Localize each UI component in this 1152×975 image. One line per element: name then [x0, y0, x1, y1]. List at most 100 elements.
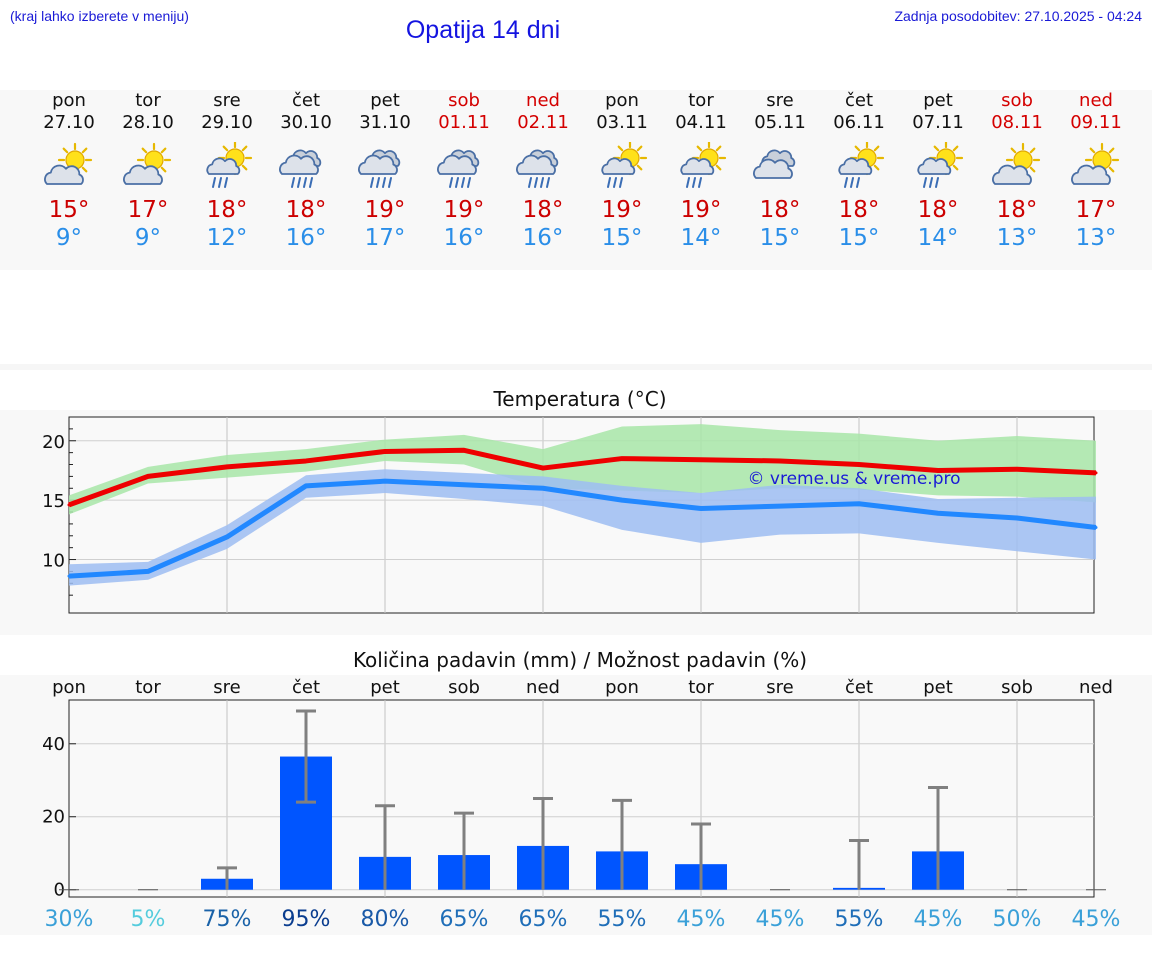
min-temperature: 16° — [443, 225, 485, 251]
day-column: tor 04.11 19° 14° — [662, 90, 741, 252]
category-label: pon — [52, 677, 86, 698]
precipitation-probability: 30% — [45, 907, 94, 932]
max-temperature-point — [67, 503, 71, 507]
day-name: sre — [766, 90, 794, 111]
min-temperature-point — [1015, 516, 1019, 520]
day-name: pet — [370, 90, 400, 111]
day-column: pet 31.10 19° 17° — [346, 90, 425, 252]
min-temperature: 15° — [838, 225, 880, 251]
precipitation-probability: 5% — [131, 907, 166, 932]
sun-cloud-icon — [1071, 142, 1120, 185]
max-temperature-point — [304, 459, 308, 463]
precipitation-chart: pon tor sre čet pet sob ned pon tor sre čet pet sob n… — [42, 677, 1121, 932]
day-date: 31.10 — [359, 112, 411, 133]
max-temperature: 19° — [364, 197, 406, 223]
min-temperature-point — [304, 484, 308, 488]
precipitation-probability: 80% — [361, 907, 410, 932]
precipitation-probability: 45% — [914, 907, 963, 932]
min-temperature: 16° — [522, 225, 564, 251]
day-column: pon 03.11 19° 15° — [583, 90, 662, 252]
min-temperature-point — [620, 498, 624, 502]
divider — [0, 364, 1152, 370]
day-column: sob 01.11 19° 16° — [425, 90, 504, 252]
precipitation-probability: 45% — [1072, 907, 1121, 932]
min-temperature-line — [68, 478, 1097, 579]
category-label: sob — [448, 677, 480, 698]
max-temperature-point — [225, 465, 229, 469]
watermark: © vreme.us & vreme.pro — [747, 469, 960, 489]
day-column: tor 28.10 17° 9° — [109, 90, 188, 252]
day-date: 29.10 — [201, 112, 253, 133]
category-label: tor — [135, 677, 161, 698]
y-tick-label: 0 — [54, 880, 65, 901]
min-temperature-point — [225, 535, 229, 539]
category-label: čet — [845, 677, 873, 698]
max-temperature: 19° — [680, 197, 722, 223]
min-temperature-point — [778, 504, 782, 508]
category-label: sob — [1001, 677, 1033, 698]
day-date: 30.10 — [280, 112, 332, 133]
precipitation-probability: 55% — [835, 907, 884, 932]
day-name: čet — [844, 90, 874, 111]
cloud-icon — [753, 149, 796, 179]
min-temperature-point — [857, 502, 861, 506]
sun-cloud-rain-icon — [206, 142, 253, 188]
day-date: 01.11 — [438, 112, 490, 133]
precipitation-probability: 55% — [598, 907, 647, 932]
day-column: sob 08.11 18° 13° — [978, 90, 1057, 252]
day-column: čet 30.10 18° 16° — [267, 90, 346, 252]
min-temperature-point — [146, 569, 150, 573]
sun-cloud-rain-icon — [838, 142, 885, 188]
day-name: sre — [213, 90, 241, 111]
min-temperature: 9° — [55, 225, 83, 251]
day-name: ned — [1079, 90, 1113, 111]
min-temperature: 16° — [285, 225, 327, 251]
day-column: ned 09.11 17° 13° — [1057, 90, 1136, 252]
sun-cloud-icon — [44, 142, 93, 185]
category-label: tor — [688, 677, 714, 698]
cloud-rain-icon — [516, 149, 559, 188]
y-tick-label: 10 — [42, 551, 65, 572]
category-label: čet — [292, 677, 320, 698]
day-column: pon 27.10 15° 9° — [30, 90, 109, 252]
precipitation-probability: 65% — [440, 907, 489, 932]
max-temperature-point — [1015, 467, 1019, 471]
precipitation-probability: 50% — [993, 907, 1042, 932]
day-name: pon — [605, 90, 639, 111]
max-temperature: 18° — [838, 197, 880, 223]
day-date: 09.11 — [1070, 112, 1122, 133]
sun-cloud-rain-icon — [601, 142, 648, 188]
max-temperature: 18° — [285, 197, 327, 223]
max-temperature: 18° — [759, 197, 801, 223]
max-temperature: 18° — [917, 197, 959, 223]
day-column: ned 02.11 18° 16° — [504, 90, 583, 252]
y-tick-label: 15 — [42, 491, 65, 512]
min-temperature: 17° — [364, 225, 406, 251]
cloud-rain-icon — [279, 149, 322, 188]
day-name: sob — [1001, 90, 1033, 111]
day-date: 02.11 — [517, 112, 569, 133]
day-date: 03.11 — [596, 112, 648, 133]
max-temperature-point — [857, 463, 861, 467]
max-temperature: 19° — [443, 197, 485, 223]
precipitation-probability: 45% — [677, 907, 726, 932]
max-temperature: 19° — [601, 197, 643, 223]
day-date: 27.10 — [43, 112, 95, 133]
day-column: pet 07.11 18° 14° — [899, 90, 978, 252]
day-name: pon — [52, 90, 86, 111]
max-temperature-point — [1094, 471, 1098, 475]
day-column: sre 29.10 18° 12° — [188, 90, 267, 252]
min-temperature-band — [69, 469, 1096, 586]
max-temperature-point — [936, 468, 940, 472]
max-temperature-point — [146, 474, 150, 478]
sun-cloud-icon — [123, 142, 172, 185]
day-date: 05.11 — [754, 112, 806, 133]
cloud-rain-icon — [437, 149, 480, 188]
max-temperature-line — [68, 447, 1097, 508]
precipitation-probability: 75% — [203, 907, 252, 932]
day-name: tor — [688, 90, 714, 111]
min-temperature-point — [699, 506, 703, 510]
last-updated: Zadnja posodobitev: 27.10.2025 - 04:24 — [894, 8, 1142, 24]
sun-cloud-rain-icon — [680, 142, 727, 188]
min-temperature: 9° — [134, 225, 162, 251]
